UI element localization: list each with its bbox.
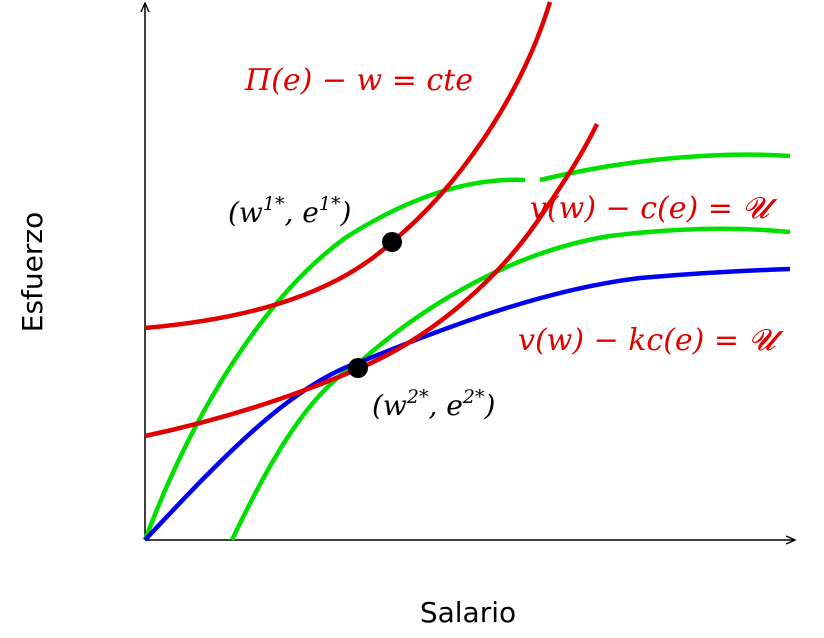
green-curve-upper-right	[539, 152, 791, 183]
point-1-label: (w1*, e1*)	[228, 193, 351, 229]
point-1-marker	[382, 232, 402, 252]
red-isoprofit-lower	[144, 123, 600, 439]
point-2-marker	[348, 358, 368, 378]
participation-label-1: v(w) − c(e) = 𝓤	[530, 191, 778, 226]
profit-label: Π(e) − w = cte	[244, 63, 473, 98]
y-axis-title: Esfuerzo	[16, 212, 49, 332]
point-2-label: (w2*, e2*)	[372, 386, 495, 422]
participation-label-2: v(w) − kc(e) = 𝓤	[518, 323, 785, 358]
blue-curve	[143, 266, 791, 542]
x-axis-title: Salario	[420, 596, 516, 629]
green-curve-lower	[229, 226, 791, 541]
green-curve-upper	[142, 177, 526, 541]
